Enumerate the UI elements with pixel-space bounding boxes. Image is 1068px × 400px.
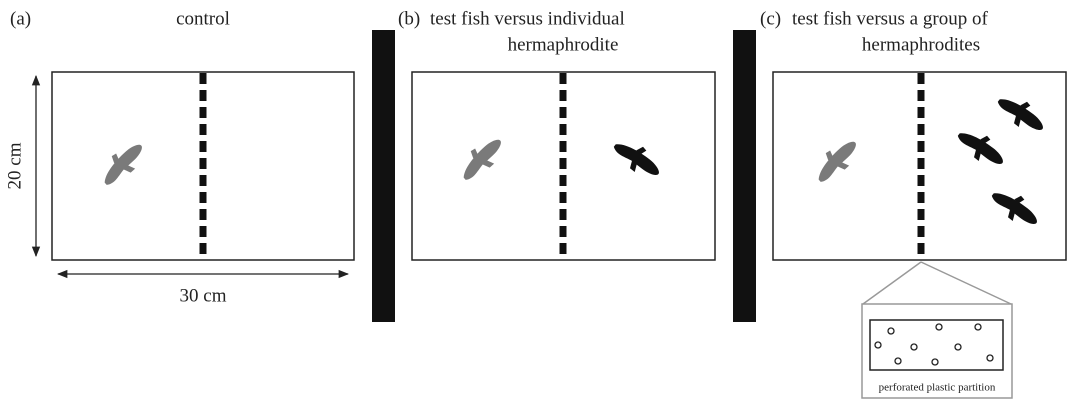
- panel-label: (b): [398, 8, 420, 29]
- test-fish: [95, 137, 150, 190]
- hermaphrodite-fish: [610, 133, 666, 185]
- width-label: 30 cm: [180, 285, 227, 306]
- divider-bar: [733, 30, 756, 322]
- hermaphrodite-fish: [954, 122, 1010, 174]
- zoom-line: [921, 262, 1011, 304]
- height-label: 20 cm: [4, 142, 25, 189]
- panel-title: test fish versus a group of: [792, 8, 988, 29]
- test-fish: [809, 134, 864, 187]
- panel-title: hermaphrodites: [862, 34, 980, 55]
- panel-label: (c): [760, 8, 781, 29]
- zoom-line: [863, 262, 921, 304]
- panel-title: control: [176, 8, 230, 29]
- test-fish: [454, 132, 509, 185]
- panel-title: test fish versus individual: [430, 8, 625, 29]
- divider-bar: [372, 30, 395, 322]
- panel-label: (a): [10, 8, 31, 29]
- hermaphrodite-fish: [994, 88, 1050, 140]
- diagram: (a) control 20 cm 30 cm (b) test fish ve…: [0, 0, 1068, 400]
- hermaphrodite-fish: [988, 182, 1044, 234]
- inset-caption: perforated plastic partition: [879, 382, 996, 394]
- panel-title: hermaphrodite: [508, 34, 619, 55]
